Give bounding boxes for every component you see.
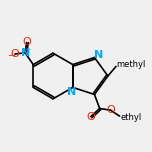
Text: ethyl: ethyl — [120, 113, 142, 122]
Text: methyl: methyl — [117, 60, 146, 69]
Text: +: + — [26, 47, 31, 52]
Text: O: O — [86, 112, 95, 122]
Text: O: O — [106, 105, 115, 115]
Text: N: N — [67, 87, 76, 97]
Text: N: N — [94, 50, 103, 60]
Text: O: O — [22, 38, 31, 47]
Text: N: N — [21, 48, 30, 58]
Text: O: O — [10, 49, 19, 59]
Text: −: − — [8, 51, 16, 61]
